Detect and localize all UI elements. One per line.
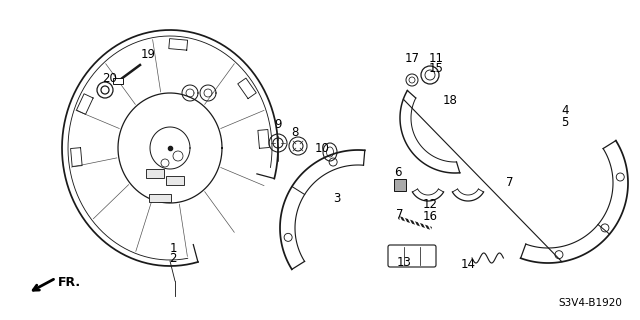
Text: 4: 4 [561,103,569,116]
Text: 20: 20 [102,71,117,84]
Text: 13: 13 [397,257,412,269]
FancyBboxPatch shape [113,78,123,84]
Text: 10: 10 [315,141,330,155]
Text: 18: 18 [443,93,458,107]
Text: 8: 8 [291,126,299,140]
Text: 16: 16 [422,210,438,222]
FancyBboxPatch shape [149,194,171,202]
Text: 17: 17 [404,52,419,65]
FancyBboxPatch shape [388,245,436,267]
Text: 11: 11 [429,52,444,65]
Text: 19: 19 [141,49,156,61]
Text: FR.: FR. [58,276,81,290]
Text: 3: 3 [333,191,340,204]
Text: 5: 5 [561,116,569,129]
Text: 2: 2 [169,252,177,265]
Text: 1: 1 [169,242,177,254]
Text: 6: 6 [394,165,402,179]
Text: 7: 7 [396,209,404,221]
FancyBboxPatch shape [394,179,406,191]
Text: S3V4-B1920: S3V4-B1920 [558,298,622,308]
Text: 12: 12 [422,198,438,212]
FancyBboxPatch shape [146,169,164,178]
Text: 9: 9 [275,118,282,132]
Text: 14: 14 [461,259,476,271]
FancyBboxPatch shape [166,175,184,185]
Text: 7: 7 [506,177,514,189]
Text: 15: 15 [429,61,444,75]
